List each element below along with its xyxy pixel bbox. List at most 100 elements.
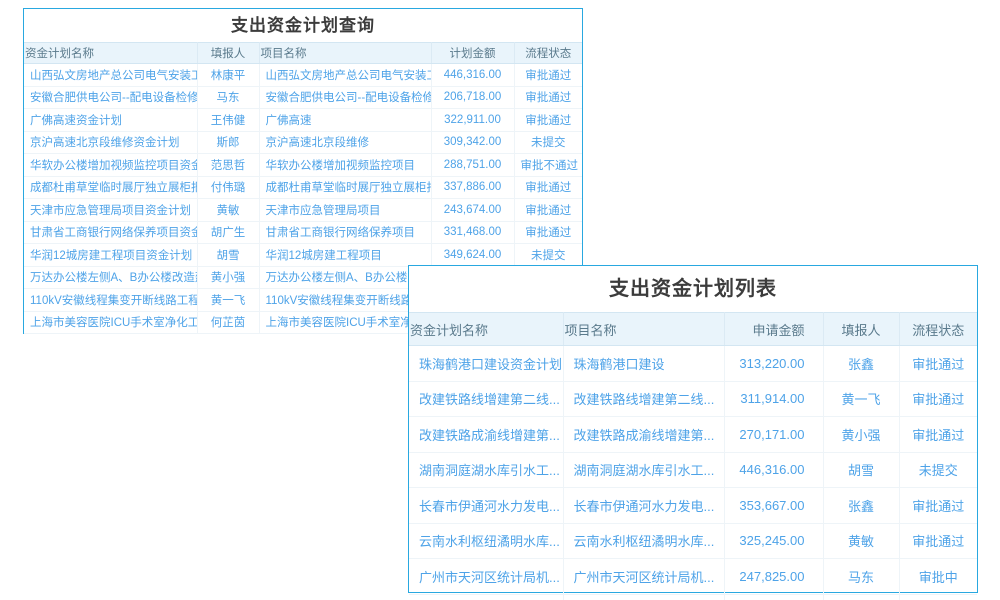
- query-col-plan-name[interactable]: 资金计划名称: [24, 42, 198, 64]
- cell-amount: 446,316.00: [431, 63, 515, 87]
- cell-amount: 206,718.00: [431, 86, 515, 109]
- cell-project-name: 改建铁路线增建第二线...: [563, 381, 725, 417]
- cell-amount: 337,886.00: [431, 176, 515, 199]
- table-row[interactable]: 安徽合肥供电公司--配电设备检修维护资金计划马东安徽合肥供电公司--配电设备检修…: [24, 86, 582, 109]
- cell-reporter: 马东: [823, 558, 900, 595]
- list-col-plan-name[interactable]: 资金计划名称: [409, 312, 564, 346]
- cell-amount: 322,911.00: [431, 108, 515, 132]
- cell-reporter: 林康平: [197, 63, 260, 87]
- query-col-reporter[interactable]: 填报人: [197, 42, 260, 64]
- cell-project-name: 广州市天河区统计局机...: [563, 558, 725, 595]
- status-badge: 审批通过: [514, 63, 582, 87]
- cell-project-name: 110kV安徽线程集变开断线路工程: [259, 288, 432, 312]
- cell-amount: 349,624.00: [431, 243, 515, 267]
- cell-reporter: 胡雪: [197, 243, 260, 267]
- list-col-reporter[interactable]: 填报人: [823, 312, 900, 346]
- query-col-status[interactable]: 流程状态: [514, 42, 582, 64]
- table-row[interactable]: 天津市应急管理局项目资金计划 黄敏 天津市应急管理局项目 243,674.00 审批通过: [24, 198, 582, 222]
- table-row[interactable]: 广佛高速资金计划 王伟健 广佛高速 322,911.00 审批通过: [24, 108, 582, 132]
- cell-project-name: 长春市伊通河水力发电...: [563, 487, 725, 524]
- cell-plan-name: 成都杜甫草堂临时展厅独立展柜报警设备资金计划: [24, 176, 198, 199]
- status-badge: 未提交: [899, 452, 977, 488]
- list-table-body: 珠海鹤港口建设资金计划 珠海鹤港口建设 313,220.00 张鑫 审批通过 改建铁路线增…: [409, 345, 977, 600]
- status-badge: 未提交: [514, 243, 582, 267]
- cell-amount: 446,316.00: [724, 452, 824, 488]
- status-badge: 审批通过: [899, 487, 977, 524]
- cell-amount: 247,825.00: [724, 558, 824, 595]
- table-row[interactable]: 改建铁路线增建第二线... 改建铁路线增建第二线... 311,914.00 黄一飞审…: [409, 381, 977, 417]
- status-badge: 审批不通过: [514, 153, 582, 177]
- cell-amount: 243,674.00: [431, 198, 515, 222]
- cell-plan-name: 万达办公楼左侧A、B办公楼改造建设资金计划: [24, 266, 198, 289]
- table-row[interactable]: 改建铁路成渝线增建第... 改建铁路成渝线增建第... 270,171.00 黄小强审…: [409, 416, 977, 453]
- table-row[interactable]: 山西弘文房地产总公司电气安装工程资金计划林康平山西弘文房地产总公司电气安装工程4…: [24, 63, 582, 87]
- cell-reporter: 胡广生: [197, 221, 260, 244]
- status-badge: 审批通过: [514, 108, 582, 132]
- expenditure-plan-query-panel: 支出资金计划查询 资金计划名称 填报人 项目名称 计划金额 流程状态 山西弘文房…: [23, 8, 583, 334]
- table-row[interactable]: 华润12城房建工程项目资金计划 胡雪 华润12城房建工程项目 349,624.00 未提…: [24, 243, 582, 267]
- cell-amount: 270,171.00: [724, 416, 824, 453]
- cell-reporter: 黄小强: [823, 416, 900, 453]
- cell-plan-name: 湖南洞庭湖水库引水工...: [409, 452, 564, 488]
- cell-project-name: 京沪高速北京段维修: [259, 131, 432, 154]
- cell-project-name: 珠海鹤港口建设: [563, 345, 725, 382]
- query-col-project[interactable]: 项目名称: [259, 42, 432, 64]
- status-badge: 审批通过: [899, 381, 977, 417]
- list-table-head: 资金计划名称 项目名称 申请金额 填报人 流程状态: [409, 312, 977, 346]
- cell-project-name: 甘肃省工商银行网络保养项目: [259, 221, 432, 244]
- cell-reporter: 黄一飞: [197, 288, 260, 312]
- query-table: 资金计划名称 填报人 项目名称 计划金额 流程状态 山西弘文房地产总公司电气安装…: [24, 42, 582, 334]
- list-col-status[interactable]: 流程状态: [899, 312, 977, 346]
- status-badge: 审批通过: [899, 523, 977, 559]
- query-panel-title: 支出资金计划查询: [231, 16, 375, 35]
- list-col-amount[interactable]: 申请金额: [724, 312, 824, 346]
- table-row[interactable]: 湖南洞庭湖水库引水工... 湖南洞庭湖水库引水工... 446,316.00 胡雪 未提…: [409, 452, 977, 488]
- list-table-wrapper: 资金计划名称 项目名称 申请金额 填报人 流程状态 珠海鹤港口建设资金计划 珠海鹤…: [409, 312, 977, 600]
- query-table-wrapper: 资金计划名称 填报人 项目名称 计划金额 流程状态 山西弘文房地产总公司电气安装…: [24, 42, 582, 334]
- cell-project-name: 华润12城房建工程项目: [259, 243, 432, 267]
- cell-reporter: 黄小强: [197, 266, 260, 289]
- cell-plan-name: 青海洪湖养护院项目资...: [409, 594, 564, 600]
- cell-reporter: 黄一飞: [823, 381, 900, 417]
- status-badge: 审批通过: [899, 594, 977, 600]
- cell-amount: 353,667.00: [724, 487, 824, 524]
- cell-reporter: 黄敏: [197, 198, 260, 222]
- list-col-project[interactable]: 项目名称: [563, 312, 725, 346]
- cell-plan-name: 改建铁路成渝线增建第...: [409, 416, 564, 453]
- cell-plan-name: 甘肃省工商银行网络保养项目资金计划: [24, 221, 198, 244]
- cell-reporter: 胡雪: [823, 452, 900, 488]
- cell-amount: 311,914.00: [724, 381, 824, 417]
- cell-amount: 412,554.00: [724, 594, 824, 600]
- table-row[interactable]: 云南水利枢纽潏明水库... 云南水利枢纽潏明水库... 325,245.00 黄敏 审批…: [409, 523, 977, 559]
- list-header-row: 资金计划名称 项目名称 申请金额 填报人 流程状态: [409, 312, 977, 346]
- status-badge: 审批通过: [899, 345, 977, 382]
- cell-project-name: 上海市美容医院ICU手术室净化工程: [259, 311, 432, 334]
- table-row[interactable]: 京沪高速北京段维修资金计划 斯郎 京沪高速北京段维修 309,342.00 未提交: [24, 131, 582, 154]
- cell-plan-name: 安徽合肥供电公司--配电设备检修维护资金计划: [24, 86, 198, 109]
- query-col-amount[interactable]: 计划金额: [431, 42, 515, 64]
- cell-project-name: 万达办公楼左侧A、B办公楼改造建设: [259, 266, 432, 289]
- status-badge: 审批通过: [514, 221, 582, 244]
- expenditure-plan-list-panel: 支出资金计划列表 资金计划名称 项目名称 申请金额 填报人 流程状态 珠海鹤港口…: [408, 265, 978, 600]
- cell-reporter: 张鑫: [823, 594, 900, 600]
- table-row[interactable]: 广州市天河区统计局机... 广州市天河区统计局机... 247,825.00 马东 审批…: [409, 558, 977, 595]
- table-row[interactable]: 长春市伊通河水力发电... 长春市伊通河水力发电... 353,667.00 张鑫 审批…: [409, 487, 977, 524]
- cell-reporter: 范思哲: [197, 153, 260, 177]
- cell-reporter: 黄敏: [823, 523, 900, 559]
- cell-amount: 309,342.00: [431, 131, 515, 154]
- cell-reporter: 马东: [197, 86, 260, 109]
- cell-reporter: 王伟健: [197, 108, 260, 132]
- table-row[interactable]: 甘肃省工商银行网络保养项目资金计划胡广生甘肃省工商银行网络保养项目331,468…: [24, 221, 582, 244]
- cell-project-name: 安徽合肥供电公司--配电设备检修维护: [259, 86, 432, 109]
- table-row[interactable]: 华软办公楼增加视频监控项目资金计划范思哲华软办公楼增加视频监控项目288,751…: [24, 153, 582, 177]
- cell-project-name: 湖南洞庭湖水库引水工...: [563, 452, 725, 488]
- table-row[interactable]: 成都杜甫草堂临时展厅独立展柜报警设备资金计划付伟璐成都杜甫草堂临时展厅独立展柜报…: [24, 176, 582, 199]
- cell-reporter: 何芷茵: [197, 311, 260, 334]
- cell-amount: 313,220.00: [724, 345, 824, 382]
- status-badge: 审批通过: [514, 176, 582, 199]
- cell-reporter: 斯郎: [197, 131, 260, 154]
- table-row[interactable]: 珠海鹤港口建设资金计划 珠海鹤港口建设 313,220.00 张鑫 审批通过: [409, 345, 977, 382]
- cell-project-name: 成都杜甫草堂临时展厅独立展柜报警设备: [259, 176, 432, 199]
